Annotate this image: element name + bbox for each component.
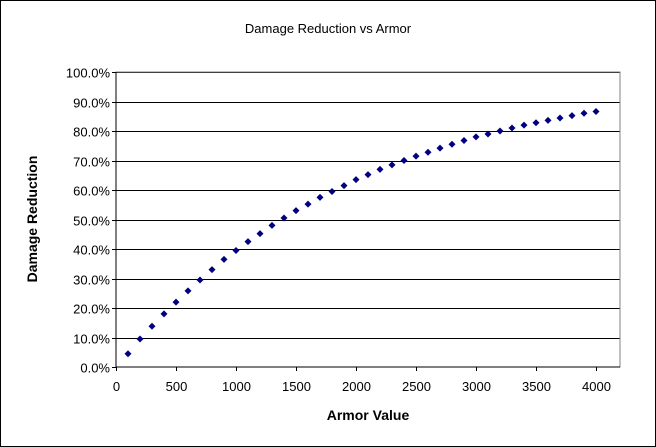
x-axis-ticks: 0 500 1000 1500 2000 2500 3000 3500 4000 — [113, 367, 611, 394]
y-tick-label: 80.0% — [73, 125, 110, 140]
data-point — [592, 108, 600, 116]
y-tick-label: 70.0% — [73, 155, 110, 170]
y-tick-label: 100.0% — [66, 66, 111, 81]
data-point — [400, 157, 408, 164]
x-tick-label: 3000 — [462, 379, 491, 394]
data-point — [220, 255, 228, 263]
y-axis-ticks: 0.0% 10.0% 20.0% 30.0% 40.0% 50.0% 60.0% 70.0% 8… — [66, 66, 116, 376]
data-point — [160, 310, 168, 318]
data-point — [196, 276, 204, 284]
data-point — [568, 112, 576, 120]
data-point — [124, 350, 132, 358]
data-point — [232, 246, 240, 254]
data-point — [412, 152, 420, 160]
y-axis-title: Damage Reduction — [24, 156, 40, 283]
data-point — [448, 140, 456, 148]
x-tick-label: 2500 — [402, 379, 431, 394]
data-point — [376, 165, 384, 173]
x-tick-label: 0 — [113, 379, 120, 394]
data-point — [316, 193, 324, 201]
data-point — [184, 287, 192, 295]
y-tick-label: 20.0% — [73, 302, 110, 317]
gridlines — [116, 72, 620, 339]
data-point — [484, 130, 492, 138]
plot-area-border — [115, 71, 621, 368]
x-tick-label: 1500 — [282, 379, 311, 394]
x-tick-label: 3500 — [522, 379, 551, 394]
y-tick-label: 10.0% — [73, 332, 110, 347]
data-point — [532, 119, 540, 127]
data-point — [388, 161, 396, 169]
data-point — [256, 230, 264, 238]
data-point — [556, 114, 564, 122]
y-tick-label: 50.0% — [73, 214, 110, 229]
x-tick-label: 4000 — [582, 379, 611, 394]
data-point — [244, 238, 252, 246]
y-tick-label: 60.0% — [73, 184, 110, 199]
data-point — [304, 200, 312, 208]
data-point — [208, 266, 216, 274]
data-point — [544, 116, 552, 124]
data-point — [352, 176, 360, 184]
data-points — [124, 108, 600, 358]
data-point — [424, 148, 432, 156]
data-point — [460, 136, 468, 144]
chart-title: Damage Reduction vs Armor — [245, 21, 412, 36]
data-point — [436, 144, 444, 152]
x-axis-title: Armor Value — [327, 407, 410, 423]
data-point — [364, 171, 372, 179]
data-point — [520, 121, 528, 129]
data-point — [172, 298, 180, 306]
x-tick-label: 1000 — [222, 379, 251, 394]
data-point — [580, 109, 588, 117]
data-point — [148, 322, 156, 330]
data-point — [328, 187, 336, 195]
data-point — [472, 133, 480, 141]
data-point — [340, 182, 348, 190]
y-tick-label: 90.0% — [73, 96, 110, 111]
data-point — [508, 124, 516, 132]
data-point — [136, 335, 144, 343]
data-point — [280, 214, 288, 222]
y-tick-label: 30.0% — [73, 273, 110, 288]
y-tick-label: 40.0% — [73, 243, 110, 258]
x-tick-label: 2000 — [342, 379, 371, 394]
y-tick-label: 0.0% — [80, 361, 110, 376]
data-point — [496, 127, 504, 135]
x-tick-label: 500 — [166, 379, 188, 394]
data-point — [292, 207, 300, 215]
data-point — [268, 221, 276, 229]
